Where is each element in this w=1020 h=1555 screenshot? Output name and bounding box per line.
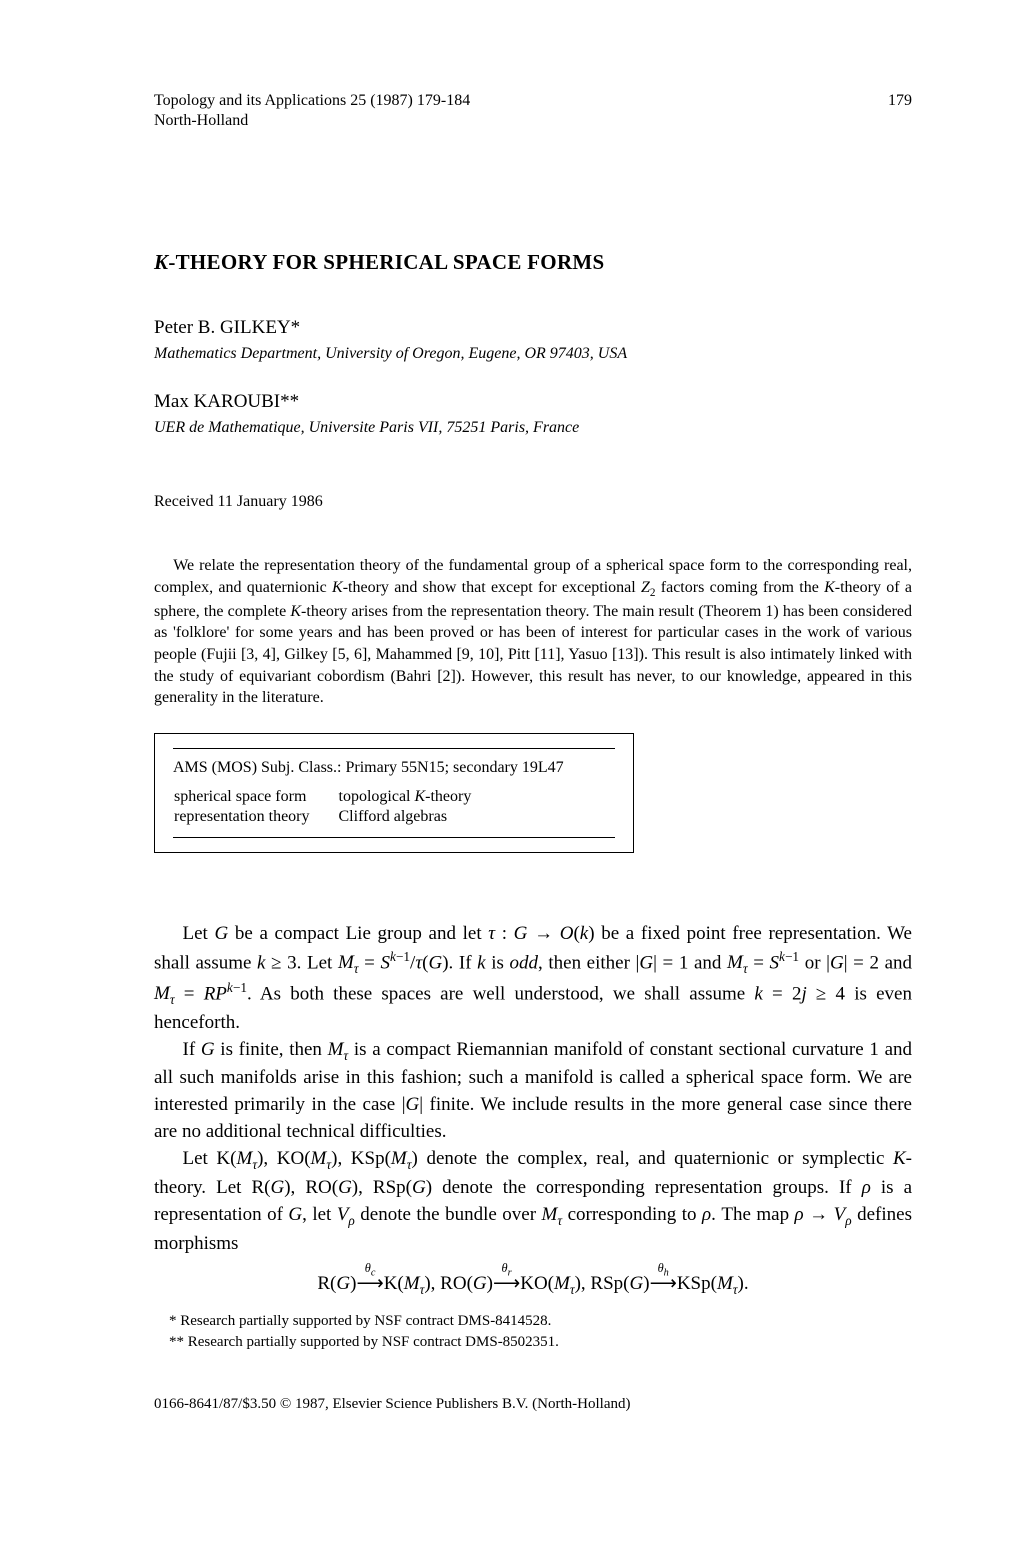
keyword-cell: representation theory	[173, 807, 338, 827]
classification-box: AMS (MOS) Subj. Class.: Primary 55N15; s…	[154, 733, 634, 853]
display-equation: R(G)θc⟶K(Mτ), RO(G)θr⟶KO(Mτ), RSp(G)θh⟶K…	[154, 1272, 912, 1298]
keyword-cell: Clifford algebras	[338, 807, 500, 827]
body-text: Let G be a compact Lie group and let τ :…	[154, 921, 912, 1258]
author-1-affiliation: Mathematics Department, University of Or…	[154, 345, 912, 363]
footnote-2: ** Research partially supported by NSF c…	[154, 1332, 912, 1352]
article-title: K-THEORY FOR SPHERICAL SPACE FORMS	[154, 250, 912, 275]
received-date: Received 11 January 1986	[154, 493, 912, 511]
author-2-name: Max KAROUBI**	[154, 391, 912, 413]
journal-reference: Topology and its Applications 25 (1987) …	[154, 92, 470, 110]
keywords-table: spherical space form topological K-theor…	[173, 787, 499, 827]
paragraph-3: Let K(Mτ), KO(Mτ), KSp(Mτ) denote the co…	[154, 1146, 912, 1257]
author-2-affiliation: UER de Mathematique, Universite Paris VI…	[154, 419, 912, 437]
footnote-1: * Research partially supported by NSF co…	[154, 1311, 912, 1331]
abstract: We relate the representation theory of t…	[154, 555, 912, 709]
page-number: 179	[888, 92, 912, 110]
copyright-line: 0166-8641/87/$3.50 © 1987, Elsevier Scie…	[154, 1396, 912, 1413]
ams-classification: AMS (MOS) Subj. Class.: Primary 55N15; s…	[173, 759, 615, 777]
keyword-cell: spherical space form	[173, 787, 338, 807]
running-header: Topology and its Applications 25 (1987) …	[154, 92, 912, 110]
paragraph-2: If G is finite, then Mτ is a compact Rie…	[154, 1037, 912, 1147]
publisher: North-Holland	[154, 112, 912, 130]
footnotes: * Research partially supported by NSF co…	[154, 1311, 912, 1352]
keyword-cell: topological K-theory	[338, 787, 500, 807]
paragraph-1: Let G be a compact Lie group and let τ :…	[154, 921, 912, 1037]
author-1-name: Peter B. GILKEY*	[154, 317, 912, 339]
